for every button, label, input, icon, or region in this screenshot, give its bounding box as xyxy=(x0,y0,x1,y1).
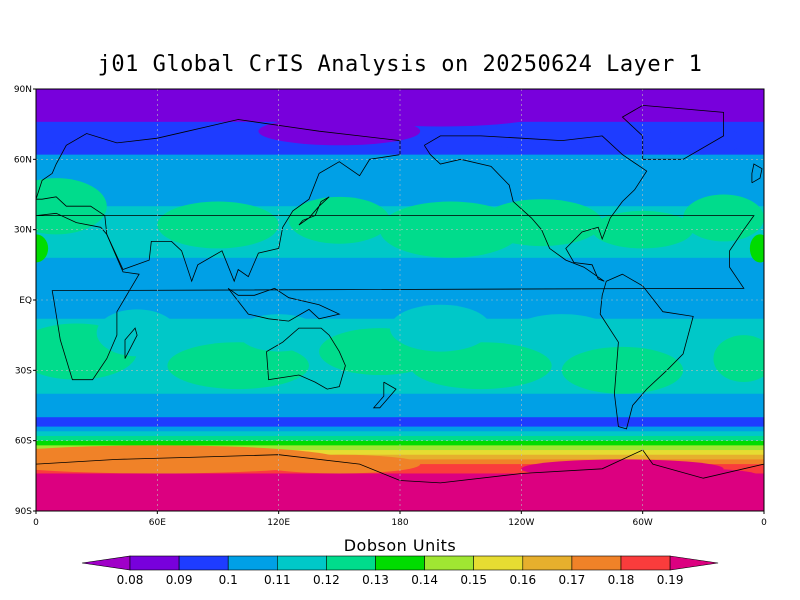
colorbar-label-9: 0.17 xyxy=(559,573,586,587)
y-tick-label-5: 60S xyxy=(15,437,32,447)
x-tick-label-3: 180 xyxy=(391,518,408,528)
field-cell-19 xyxy=(46,121,148,150)
field-cell-4 xyxy=(480,199,603,247)
coast-uk xyxy=(751,163,763,184)
lat-band-14 xyxy=(36,454,764,460)
colorbar-box-11 xyxy=(620,555,671,571)
y-tick-label-6: 90S xyxy=(15,507,32,517)
colorbar-box-6 xyxy=(375,555,425,571)
lat-band-9 xyxy=(36,431,764,437)
colorbar: 0.08 0.09 0.1 0.11 0.12 0.13 0.14 0.15 0.16 0.17 0… xyxy=(81,555,719,587)
field-cell-27 xyxy=(511,314,613,352)
colorbar-box-5 xyxy=(326,555,376,571)
x-tick-label-6: 0 xyxy=(761,518,767,528)
y-tick-label-2: 30N xyxy=(14,226,32,236)
x-tick-label-0: 0 xyxy=(33,518,39,528)
lat-band-12 xyxy=(36,445,764,451)
y-tick-label-3: EQ xyxy=(19,296,32,306)
lat-band-10 xyxy=(36,435,764,442)
colorbar-title: Dobson Units xyxy=(343,536,457,555)
field-cell-16 xyxy=(258,454,421,474)
field-cell-10 xyxy=(410,342,552,390)
colorbar-under-triangle xyxy=(81,555,131,571)
colorbar-label-3: 0.11 xyxy=(264,573,291,587)
lat-band-7 xyxy=(36,417,764,428)
chart-title: j01 Global CrIS Analysis on 20250624 Lay… xyxy=(97,52,703,77)
colorbar-label-2: 0.1 xyxy=(219,573,238,587)
y-tick-label-0: 90N xyxy=(14,85,32,95)
coast-america-n xyxy=(423,135,648,282)
colorbar-label-1: 0.09 xyxy=(166,573,193,587)
field-cell-24 xyxy=(96,309,178,357)
colorbar-box-7 xyxy=(424,555,475,571)
x-tick-label-4: 120W xyxy=(508,518,534,528)
colorbar-box-8 xyxy=(473,555,524,571)
x-ticks: 0 60E 120E 180 120W 60W 0 xyxy=(33,511,767,528)
colorbar-box-3 xyxy=(227,555,278,571)
colorbar-label-7: 0.15 xyxy=(460,573,487,587)
colorbar-label-8: 0.16 xyxy=(509,573,536,587)
coast-greenland xyxy=(621,104,724,160)
coast-antarctica xyxy=(36,449,764,484)
colorbar-box-1 xyxy=(129,555,180,571)
colorbar-label-11: 0.19 xyxy=(657,573,684,587)
field-cell-12 xyxy=(713,335,764,383)
field-cell-13 xyxy=(36,234,49,263)
x-tick-label-1: 60E xyxy=(149,518,166,528)
coast-indonesia xyxy=(227,287,341,322)
coast-japan xyxy=(298,196,330,226)
field-cell-22 xyxy=(480,121,603,150)
colorbar-label-0: 0.08 xyxy=(117,573,144,587)
coast-madagascar xyxy=(124,327,138,359)
colorbar-box-10 xyxy=(571,555,622,571)
coast-australia xyxy=(266,327,346,390)
gridlines xyxy=(36,89,764,511)
field-cell-21 xyxy=(319,89,562,127)
lat-band-11 xyxy=(36,440,764,446)
x-tick-label-2: 120E xyxy=(267,518,290,528)
colorbar-box-4 xyxy=(276,555,327,571)
colorbar-label-6: 0.14 xyxy=(411,573,438,587)
lat-band-13 xyxy=(36,450,764,456)
field-cell-23 xyxy=(662,126,744,155)
colorbar-box-2 xyxy=(178,555,229,571)
colorbar-label-4: 0.12 xyxy=(313,573,340,587)
coast-america-s xyxy=(599,273,694,430)
y-tick-label-1: 60N xyxy=(14,155,32,165)
colorbar-label-10: 0.18 xyxy=(608,573,635,587)
y-tick-label-4: 30S xyxy=(15,366,32,376)
colorbar-over-triangle xyxy=(669,555,719,571)
field-cell-26 xyxy=(389,304,492,352)
colorbar-label-5: 0.13 xyxy=(362,573,389,587)
x-tick-label-5: 60W xyxy=(632,518,652,528)
field-cell-8 xyxy=(167,342,309,390)
field-cell-2 xyxy=(288,196,390,244)
field-cell-1 xyxy=(157,201,279,249)
field-cell-25 xyxy=(238,314,320,352)
coast-europe-asia xyxy=(36,119,401,283)
colorbar-box-9 xyxy=(522,555,573,571)
coast-nz xyxy=(372,381,397,409)
y-ticks: 90N 60N 30N EQ 30S 60S 90S xyxy=(14,85,36,517)
field-cell-14 xyxy=(749,234,764,263)
